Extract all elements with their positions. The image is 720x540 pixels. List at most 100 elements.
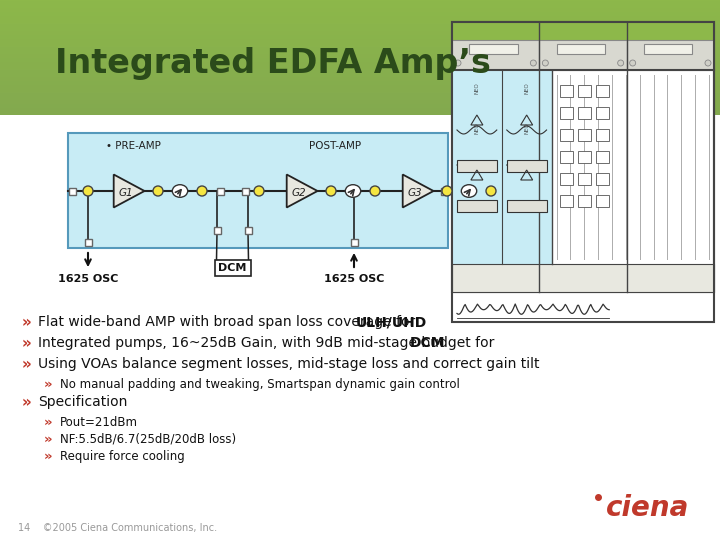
Bar <box>0 24 720 25</box>
Bar <box>0 28 720 29</box>
Bar <box>577 151 590 163</box>
Circle shape <box>531 60 536 66</box>
Bar <box>0 68 720 69</box>
Text: »: » <box>22 357 32 372</box>
Bar <box>452 22 714 322</box>
Bar <box>559 195 572 207</box>
Bar <box>0 114 720 115</box>
Bar <box>0 37 720 38</box>
Bar <box>0 63 720 64</box>
Polygon shape <box>287 174 318 207</box>
Bar <box>0 97 720 98</box>
Bar <box>0 82 720 83</box>
Bar <box>626 40 714 70</box>
Bar <box>0 101 720 102</box>
Bar <box>0 80 720 81</box>
Bar <box>0 78 720 79</box>
Bar <box>351 239 358 246</box>
Bar <box>0 10 720 11</box>
Bar <box>557 44 605 54</box>
Bar <box>595 107 608 119</box>
Text: 14    ©2005 Ciena Communications, Inc.: 14 ©2005 Ciena Communications, Inc. <box>18 523 217 533</box>
Text: »: » <box>22 315 32 330</box>
Bar <box>559 173 572 185</box>
Bar <box>215 260 251 276</box>
Bar <box>0 0 720 1</box>
Bar <box>644 44 692 54</box>
Bar <box>0 22 720 23</box>
Bar <box>0 25 720 26</box>
Bar <box>0 70 720 71</box>
Bar <box>0 107 720 108</box>
Bar <box>559 85 572 97</box>
Polygon shape <box>114 174 145 207</box>
Text: NEO: NEO <box>474 82 480 94</box>
Text: Using VOAs balance segment losses, mid-stage loss and correct gain tilt: Using VOAs balance segment losses, mid-s… <box>38 357 539 371</box>
Bar <box>0 23 720 24</box>
Bar <box>0 12 720 13</box>
Bar <box>0 30 720 31</box>
Bar <box>0 4 720 5</box>
Bar <box>0 2 720 3</box>
Text: G3: G3 <box>408 188 422 198</box>
Bar <box>0 35 720 36</box>
Text: »: » <box>22 336 32 351</box>
Bar <box>0 67 720 68</box>
Bar <box>0 26 720 27</box>
Bar <box>0 74 720 75</box>
Bar <box>0 106 720 107</box>
Circle shape <box>153 186 163 196</box>
Text: Pout=21dBm: Pout=21dBm <box>60 416 138 429</box>
Bar <box>0 39 720 40</box>
Bar <box>0 16 720 17</box>
Polygon shape <box>402 174 433 207</box>
Bar <box>0 48 720 49</box>
Bar <box>0 87 720 88</box>
Bar <box>0 75 720 76</box>
Bar <box>469 44 518 54</box>
Bar <box>0 32 720 33</box>
Circle shape <box>254 186 264 196</box>
Text: ULH/UHD: ULH/UHD <box>356 315 427 329</box>
Bar <box>0 103 720 104</box>
Bar <box>0 86 720 87</box>
Bar <box>0 9 720 10</box>
Bar <box>0 100 720 101</box>
Bar <box>0 110 720 111</box>
Bar <box>577 85 590 97</box>
Bar <box>0 52 720 53</box>
Bar <box>0 79 720 80</box>
Circle shape <box>542 60 549 66</box>
Bar <box>0 95 720 96</box>
Bar <box>0 71 720 72</box>
Text: ciena: ciena <box>606 494 690 522</box>
Bar <box>595 129 608 141</box>
Bar <box>0 57 720 58</box>
Bar <box>0 96 720 97</box>
Bar <box>0 89 720 90</box>
Bar <box>0 85 720 86</box>
Bar <box>0 62 720 63</box>
Bar <box>0 99 720 100</box>
Bar <box>0 65 720 66</box>
Bar <box>0 40 720 41</box>
Bar <box>0 58 720 59</box>
Bar <box>68 187 76 194</box>
Bar <box>0 108 720 109</box>
Bar <box>241 187 248 194</box>
Bar <box>0 42 720 43</box>
Bar <box>539 22 626 40</box>
Text: G1: G1 <box>119 188 133 198</box>
Text: DCM: DCM <box>218 263 247 273</box>
Bar <box>452 264 714 292</box>
Bar <box>0 3 720 4</box>
Bar <box>559 107 572 119</box>
Bar <box>595 151 608 163</box>
Bar <box>0 18 720 19</box>
Bar <box>245 226 251 233</box>
Bar <box>0 5 720 6</box>
Bar <box>577 129 590 141</box>
Bar <box>0 38 720 39</box>
Bar <box>595 85 608 97</box>
Bar <box>0 92 720 93</box>
